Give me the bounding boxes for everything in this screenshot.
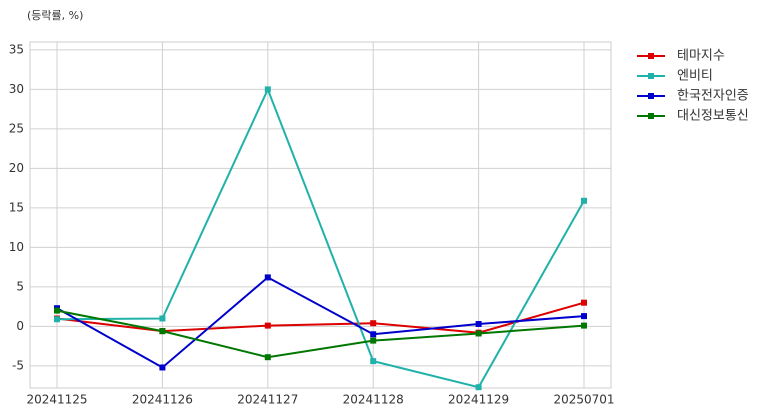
- point-marker: [581, 197, 587, 204]
- y-tick-label: -5: [12, 358, 24, 372]
- point-marker: [475, 384, 482, 391]
- point-marker: [581, 322, 587, 329]
- point-marker: [475, 321, 482, 328]
- point-marker: [581, 299, 587, 306]
- series-line: [56, 301, 585, 334]
- series-line: [56, 309, 585, 359]
- legend-label: 한국전자인증: [677, 89, 749, 104]
- legend-label: 테마지수: [677, 49, 725, 64]
- unit-label: (등락률, %): [27, 9, 83, 22]
- point-marker: [264, 86, 271, 93]
- y-tick-label: 20: [9, 161, 24, 175]
- point-marker: [159, 315, 166, 322]
- legend-label: 엔비티: [677, 69, 713, 84]
- series-line: [56, 276, 585, 369]
- x-tick-label: 20241129: [448, 393, 509, 407]
- point-marker: [475, 330, 482, 337]
- point-marker: [264, 322, 271, 329]
- y-tick-label: 5: [16, 279, 24, 293]
- x-tick-label: 20241125: [26, 393, 87, 407]
- legend-label: 대신정보통신: [677, 109, 749, 124]
- plot-frame: [29, 41, 612, 389]
- point-marker: [370, 320, 377, 327]
- y-tick-label: 0: [16, 319, 24, 333]
- series-line: [56, 86, 585, 389]
- x-tick-label: 20250701: [553, 393, 614, 407]
- y-tick-label: 10: [9, 240, 24, 254]
- y-tick-label: 30: [9, 82, 24, 96]
- x-tick-label: 20241127: [237, 393, 298, 407]
- legend-marker: [648, 53, 654, 59]
- point-marker: [54, 307, 60, 314]
- y-tick-label: 25: [9, 121, 24, 135]
- point-marker: [159, 328, 166, 335]
- y-tick-label: 15: [9, 200, 24, 214]
- point-marker: [370, 358, 377, 365]
- x-tick-label: 20241128: [343, 393, 404, 407]
- legend-marker: [648, 113, 654, 119]
- point-marker: [370, 337, 377, 344]
- legend-marker: [648, 73, 654, 79]
- point-marker: [159, 364, 166, 371]
- point-marker: [370, 331, 377, 338]
- point-marker: [264, 274, 271, 281]
- point-marker: [54, 316, 60, 323]
- y-tick-label: 35: [9, 42, 24, 56]
- point-marker: [264, 354, 271, 361]
- x-tick-label: 20241126: [132, 393, 193, 407]
- legend-marker: [648, 93, 654, 99]
- point-marker: [581, 313, 587, 320]
